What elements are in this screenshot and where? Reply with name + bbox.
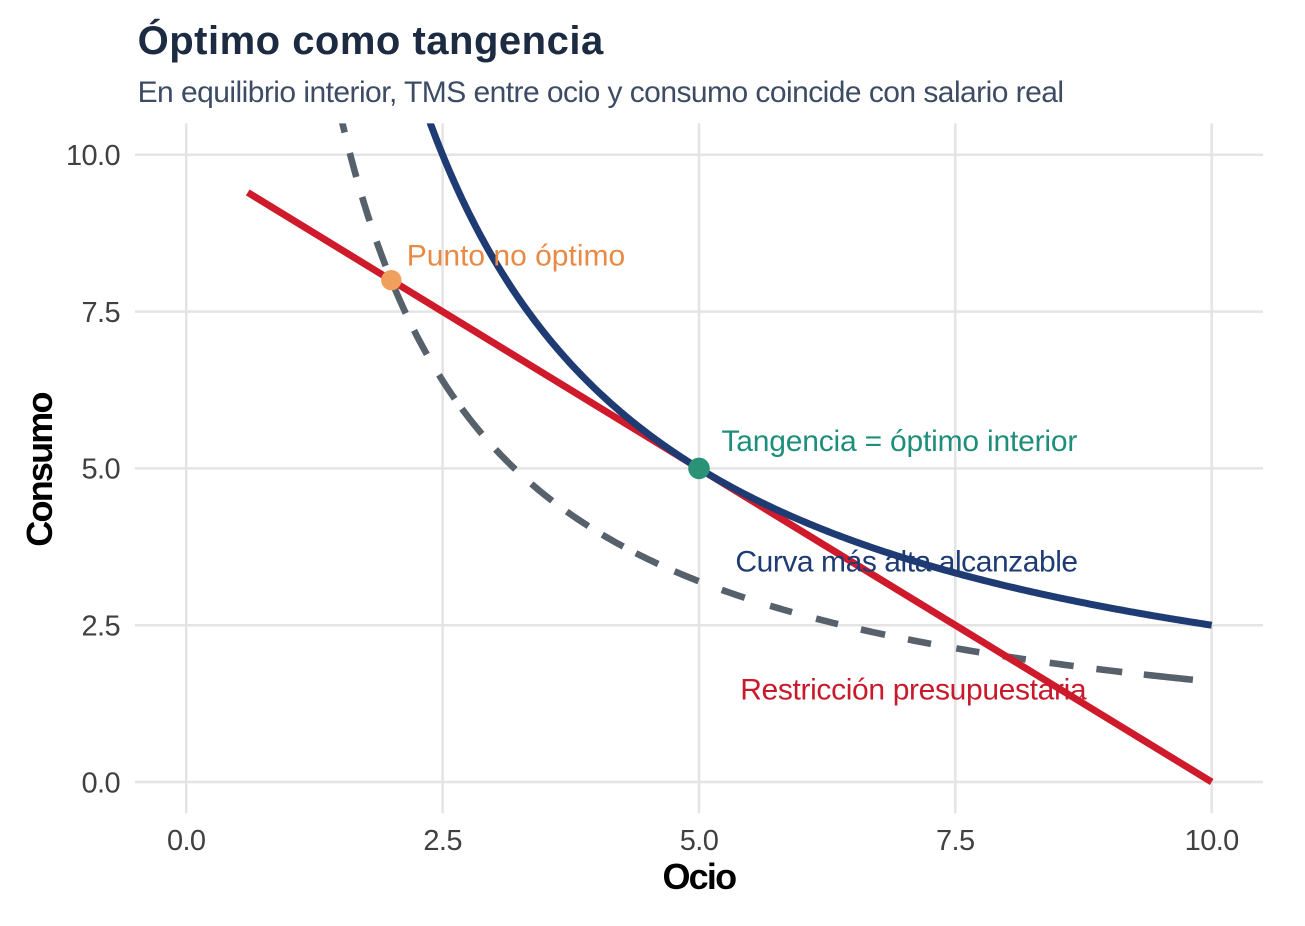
svg-text:7.5: 7.5 <box>81 297 120 329</box>
svg-text:En equilibrio interior, TMS en: En equilibrio interior, TMS entre ocio y… <box>138 76 1064 109</box>
svg-text:5.0: 5.0 <box>680 825 719 857</box>
svg-text:0.0: 0.0 <box>81 767 120 799</box>
svg-text:5.0: 5.0 <box>81 454 120 486</box>
svg-text:0.0: 0.0 <box>167 825 206 857</box>
svg-text:Consumo: Consumo <box>19 392 60 546</box>
svg-text:Restricción presupuestaria: Restricción presupuestaria <box>740 673 1087 706</box>
svg-text:2.5: 2.5 <box>423 825 462 857</box>
svg-text:2.5: 2.5 <box>81 611 120 643</box>
svg-text:Tangencia = óptimo interior: Tangencia = óptimo interior <box>722 425 1078 458</box>
svg-text:Punto no óptimo: Punto no óptimo <box>407 240 625 273</box>
svg-text:Óptimo como tangencia: Óptimo como tangencia <box>138 17 604 63</box>
svg-text:Ocio: Ocio <box>662 856 736 897</box>
svg-text:7.5: 7.5 <box>936 825 975 857</box>
svg-text:10.0: 10.0 <box>66 140 120 172</box>
svg-text:10.0: 10.0 <box>1185 825 1239 857</box>
svg-text:Curva más alta alcanzable: Curva más alta alcanzable <box>735 545 1077 578</box>
